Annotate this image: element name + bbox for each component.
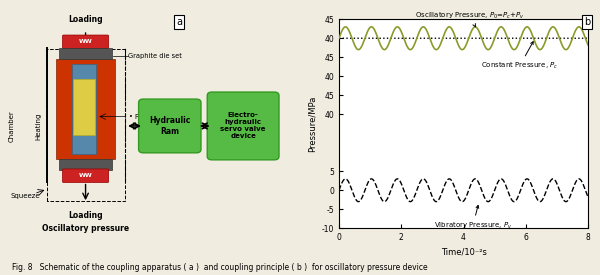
FancyBboxPatch shape <box>62 169 109 183</box>
FancyBboxPatch shape <box>139 99 201 153</box>
Bar <box>56 59 115 159</box>
Text: Chamber: Chamber <box>8 110 14 142</box>
Text: b: b <box>584 17 590 27</box>
Text: Constant Pressure, $P_c$: Constant Pressure, $P_c$ <box>481 42 558 71</box>
Text: Oscillatory pressure: Oscillatory pressure <box>42 224 129 233</box>
Text: Fig. 8   Schematic of the coupling apparatus ( a )  and coupling principle ( b ): Fig. 8 Schematic of the coupling apparat… <box>12 263 428 272</box>
Text: WW: WW <box>79 173 92 178</box>
Text: Vibratory Pressure, $P_v$: Vibratory Pressure, $P_v$ <box>434 205 512 231</box>
FancyBboxPatch shape <box>207 92 279 160</box>
Text: Loading: Loading <box>68 15 103 24</box>
Text: • Powder: • Powder <box>129 114 160 120</box>
Text: Graphite die set: Graphite die set <box>128 53 182 59</box>
Text: a: a <box>176 17 182 27</box>
Text: WW: WW <box>79 39 92 44</box>
Y-axis label: Pressure/MPa: Pressure/MPa <box>307 96 316 152</box>
Text: Squeeze: Squeeze <box>11 193 40 199</box>
Text: Hydraulic
Ram: Hydraulic Ram <box>149 116 190 136</box>
Text: Loading: Loading <box>68 211 103 220</box>
Bar <box>71 64 97 154</box>
Text: Electro-
hydraulic
servo valve
device: Electro- hydraulic servo valve device <box>220 112 266 139</box>
Text: Heating: Heating <box>36 112 42 140</box>
X-axis label: Time/10⁻²s: Time/10⁻²s <box>440 248 487 257</box>
Text: Oscillatory Pressure, $P_0$=$P_c$+$P_v$: Oscillatory Pressure, $P_0$=$P_c$+$P_v$ <box>415 11 524 27</box>
Bar <box>73 79 95 135</box>
Bar <box>59 48 112 59</box>
Bar <box>59 159 112 170</box>
FancyBboxPatch shape <box>62 35 109 49</box>
